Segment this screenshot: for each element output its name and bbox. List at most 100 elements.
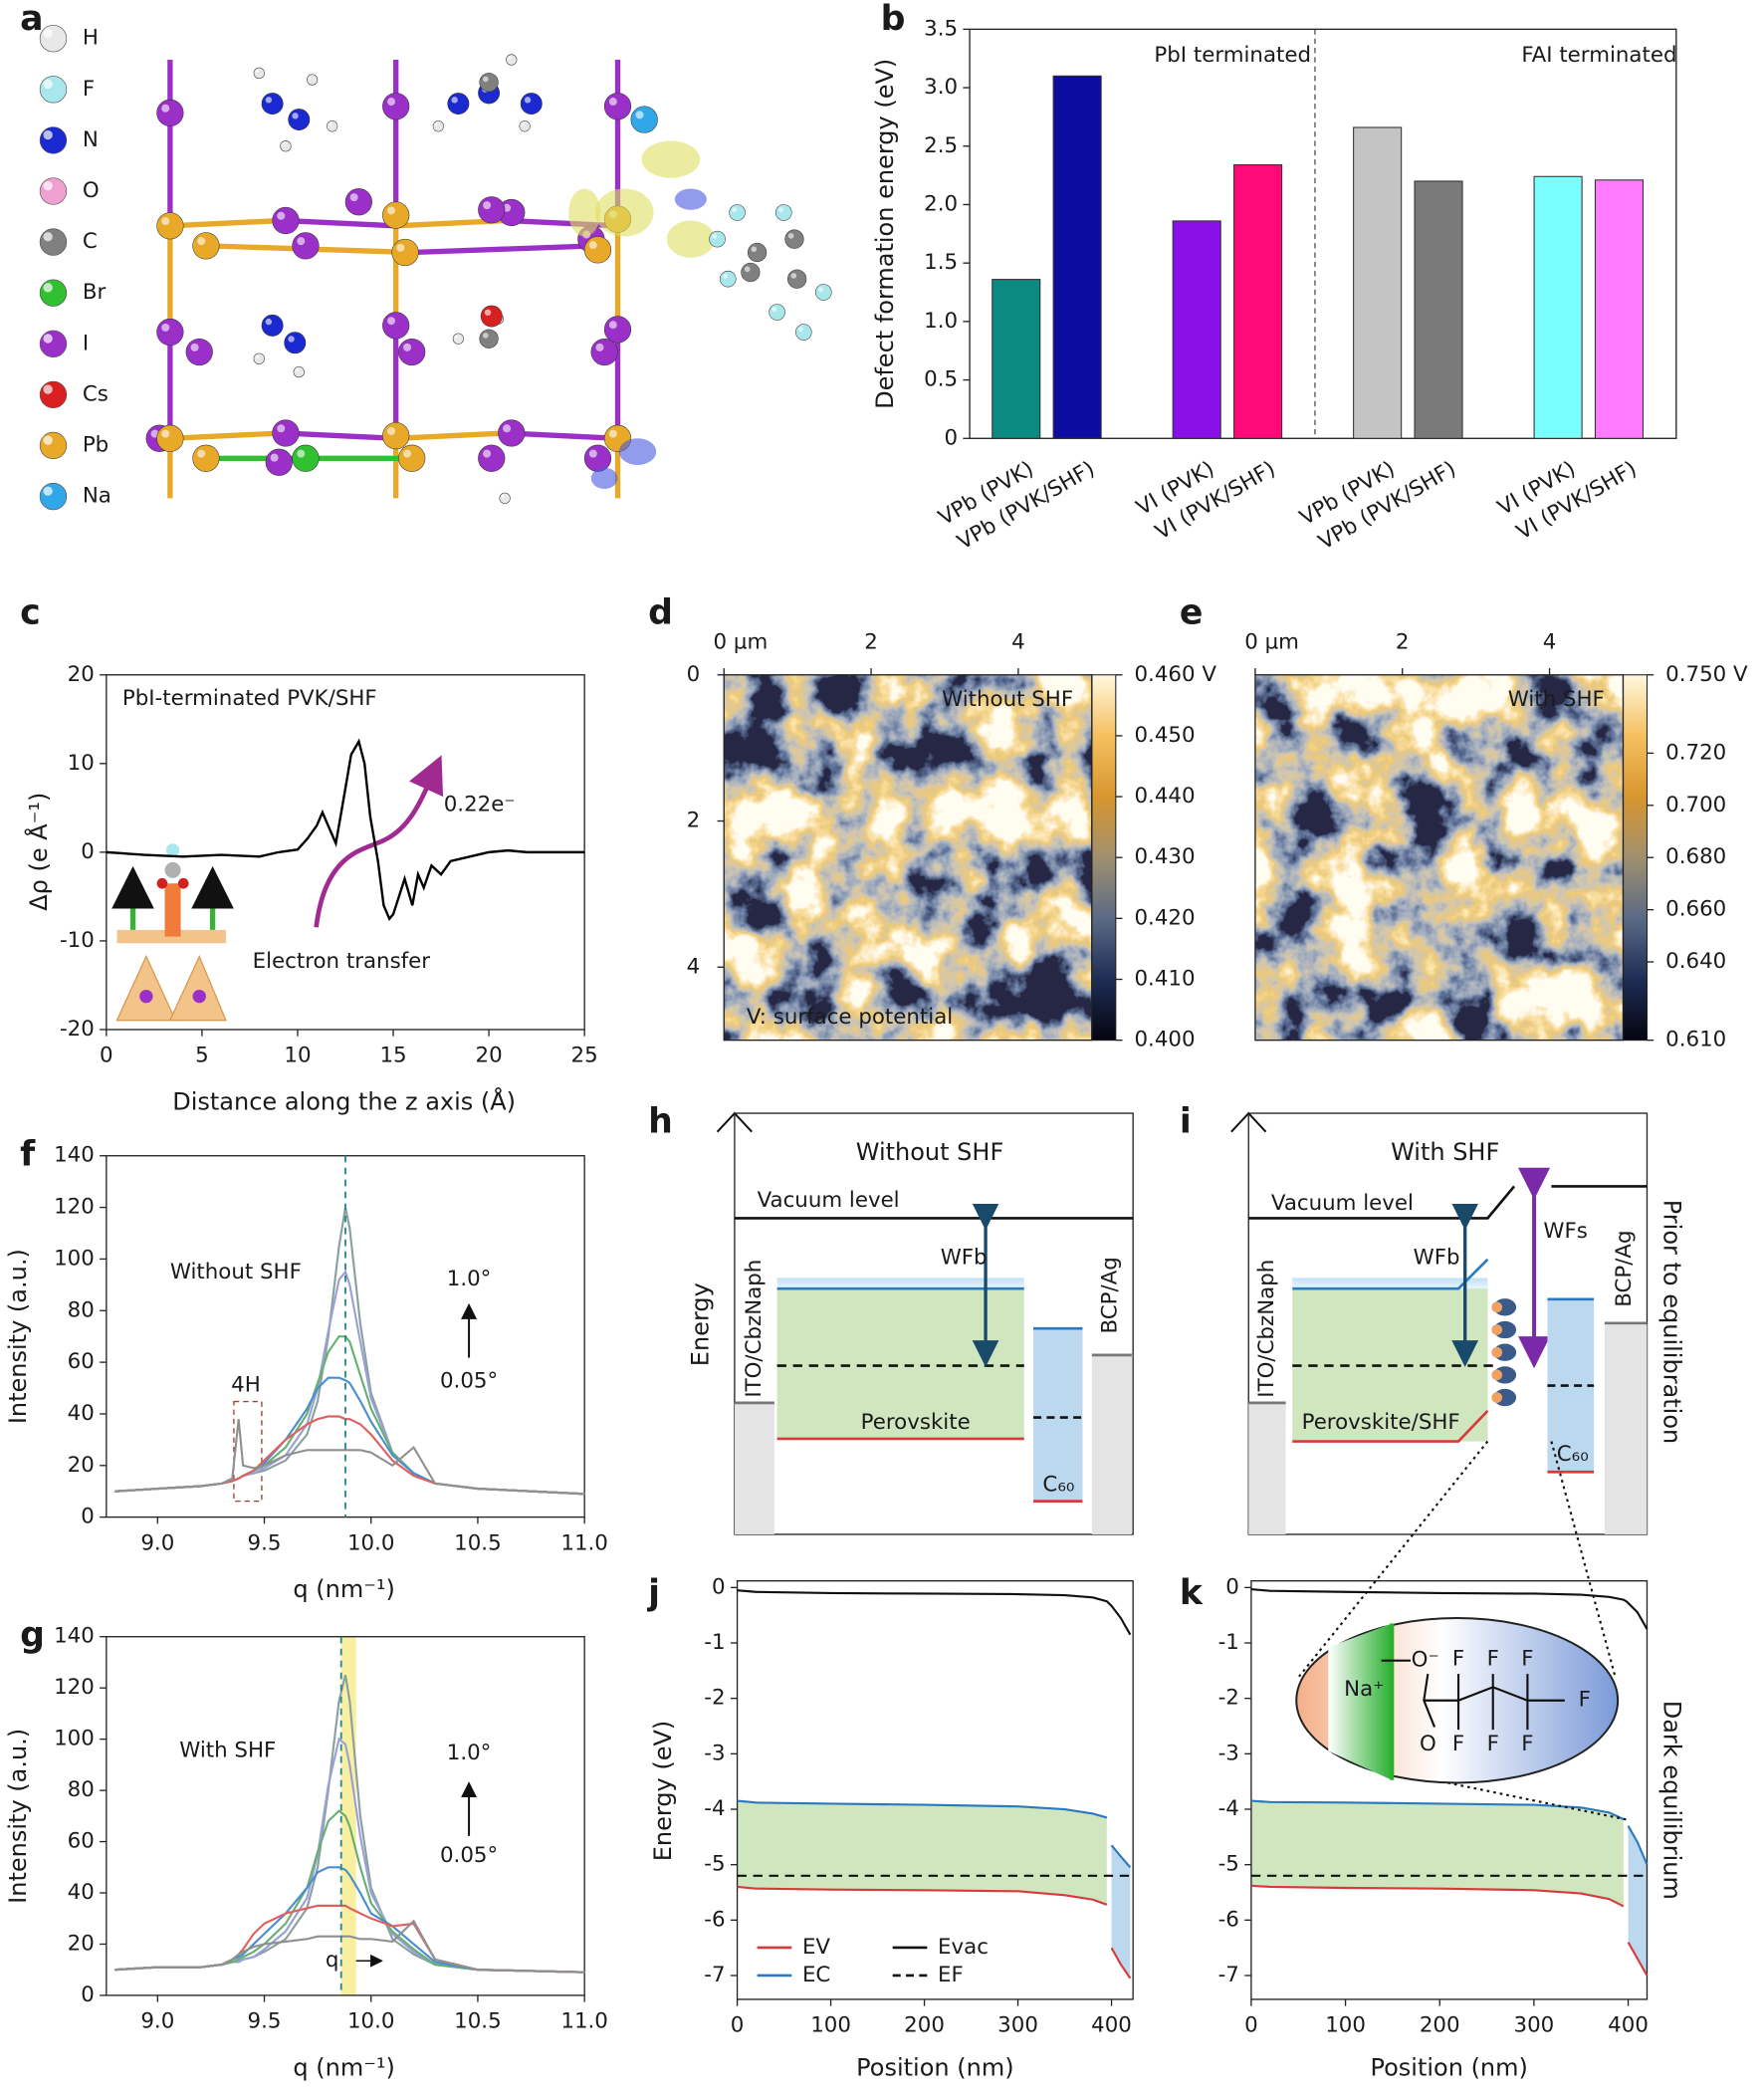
x-tick-label: 9.5 (248, 1530, 282, 1555)
colorbar (1622, 674, 1649, 1042)
atom-highlight (277, 211, 286, 220)
atom-highlight (608, 321, 617, 330)
colorbar (1091, 674, 1117, 1042)
legend-swatch (39, 25, 68, 53)
y-tick-label: -1 (1218, 1630, 1239, 1655)
bond (283, 217, 396, 229)
atom-label: Na⁺ (1344, 1677, 1384, 1702)
atom (479, 73, 499, 93)
atom-highlight (778, 207, 783, 213)
y-tick-label: 1.5 (924, 250, 958, 275)
atom-highlight (483, 333, 489, 339)
x-axis-label: q (nm⁻¹) (293, 2053, 394, 2081)
atom (795, 324, 812, 341)
y-tick-label: -4 (1218, 1796, 1239, 1821)
atom (156, 212, 184, 240)
legend-swatch-highlight (43, 486, 53, 496)
atom (382, 312, 410, 340)
y-axis-label: Intensity (a.u.) (4, 1249, 32, 1424)
colorbar-tick-label: 0.460 V (1134, 662, 1216, 687)
atom-highlight (309, 76, 313, 80)
colorbar-tick-label: 0.450 (1134, 723, 1195, 748)
x-tick-label: 20 (476, 1044, 503, 1068)
atom (156, 99, 184, 127)
y-axis-label: Energy (eV) (649, 1721, 677, 1862)
x-tick-label: 100 (810, 2013, 851, 2038)
y-tick-label: 3.5 (924, 16, 958, 41)
x-tick-label: 4 (1011, 630, 1025, 655)
x-axis-label: Distance along the z axis (Å) (172, 1086, 516, 1115)
legend-swatch (39, 431, 68, 460)
y-tick-label: 3.0 (924, 75, 958, 100)
atom-highlight (387, 206, 396, 215)
atom (447, 93, 470, 116)
legend-label: EF (938, 1963, 964, 1987)
series-line (114, 1376, 585, 1496)
density-lobe (618, 438, 657, 465)
label: C₆₀ (1042, 1473, 1074, 1498)
y-axis-label: Defect formation energy (eV) (871, 59, 899, 409)
atom-highlight (798, 327, 803, 333)
y-tick-label: -7 (1218, 1963, 1239, 1987)
side-label: Dark equilibrium (1658, 1701, 1686, 1900)
series-line (1250, 1588, 1649, 1630)
atom-highlight (277, 424, 286, 433)
atom (506, 54, 518, 66)
plot-frame (969, 28, 1677, 439)
atom (815, 284, 832, 301)
band-fill (737, 1800, 1107, 1905)
x-tick-label: 10.0 (347, 1530, 394, 1555)
atom (741, 262, 761, 283)
atom-highlight (349, 193, 358, 202)
atom-label: O (1420, 1732, 1436, 1756)
legend-swatch-highlight (43, 28, 53, 39)
y-tick-label: 10 (68, 751, 95, 776)
y-tick-label: 0 (1225, 1574, 1239, 1599)
x-tick-label: 4 (1543, 630, 1557, 655)
atom (382, 422, 410, 450)
legend-swatch (39, 228, 68, 256)
atom-highlight (387, 98, 396, 107)
series-line (1250, 1799, 1649, 1866)
legend-label: C (83, 229, 98, 254)
legend-swatch (39, 76, 68, 104)
atom-highlight (608, 429, 617, 438)
y-axis-label: Intensity (a.u.) (4, 1729, 32, 1904)
y-tick-label: 60 (68, 1349, 95, 1374)
band-diagram: i With SHF Vacuum level ITO/CbzNaph Pero… (1180, 1101, 1686, 1535)
y-tick-label: 140 (54, 1143, 95, 1168)
bar (1233, 164, 1283, 439)
annotation: PbI-terminated PVK/SHF (122, 686, 377, 711)
y-tick-label: 20 (68, 1453, 95, 1478)
atom-label: F (1521, 1732, 1533, 1756)
legend-swatch (39, 380, 68, 409)
atom (185, 338, 213, 366)
band-fill (1111, 1845, 1131, 1979)
colorbar-tick-label: 0.680 (1665, 844, 1726, 869)
plot-frame (723, 674, 1093, 1042)
atom (253, 352, 265, 364)
label: WFb (1414, 1245, 1460, 1270)
y-tick-label: 0 (81, 839, 95, 864)
atom (630, 106, 658, 133)
series-line (114, 1335, 585, 1496)
bond (411, 243, 598, 256)
label: WFb (941, 1245, 988, 1270)
panel-label: i (1180, 1101, 1192, 1141)
y-tick-label: 40 (68, 1401, 95, 1426)
highlight-box (233, 1400, 263, 1503)
diagram-title: Without SHF (856, 1138, 1004, 1166)
legend-label: F (83, 77, 95, 102)
density-lobe (594, 188, 654, 237)
diagram-title: With SHF (1391, 1138, 1499, 1166)
annotation: Without SHF (942, 687, 1073, 712)
bar (1353, 126, 1403, 439)
x-axis-label: q (nm⁻¹) (293, 1575, 394, 1603)
y-tick-label: -2 (1218, 1686, 1239, 1711)
atom-highlight (501, 494, 505, 499)
atom-highlight (255, 354, 260, 358)
legend-swatch-highlight (43, 180, 53, 191)
legend-swatch-highlight (43, 79, 53, 90)
legend-label: Pb (83, 432, 109, 457)
series-line (737, 1799, 1132, 1869)
